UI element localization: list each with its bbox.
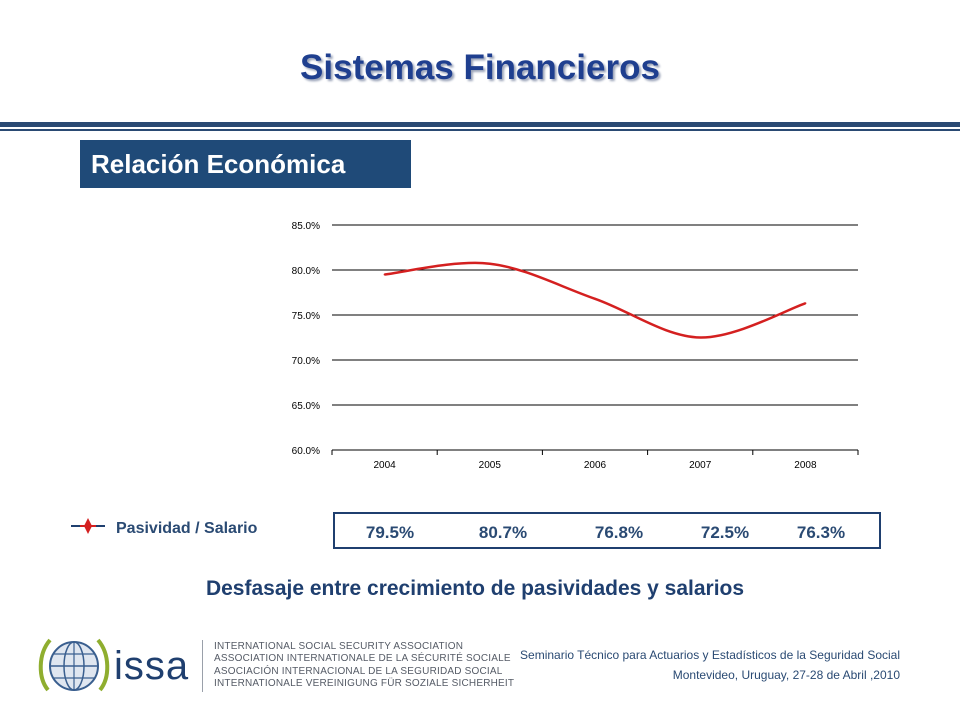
y-tick-label-5: 85.0% xyxy=(292,221,320,232)
data-point-2005 xyxy=(488,262,491,265)
data-table: 79.5% 80.7% 76.8% 72.5% 76.3% xyxy=(333,512,881,549)
line-chart: 60.0% 65.0% 70.0% 75.0% 80.0% 85.0% 2004 2005 20… xyxy=(292,221,859,471)
footer-seminar: Seminario Técnico para Actuarios y Estad… xyxy=(520,648,900,662)
issa-org-names: INTERNATIONAL SOCIAL SECURITY ASSOCIATIO… xyxy=(214,641,514,691)
org-name-es: ASOCIACIÓN INTERNACIONAL DE LA SEGURIDAD… xyxy=(214,665,503,677)
x-tick-label-2008: 2008 xyxy=(794,460,817,471)
y-tick-label-4: 80.0% xyxy=(292,266,320,277)
data-table-value-2005: 80.7% xyxy=(478,523,528,542)
legend-label: Pasividad / Salario xyxy=(116,520,258,537)
issa-globe-logo-icon xyxy=(38,638,110,692)
data-point-2006 xyxy=(594,297,596,300)
data-point-2004 xyxy=(383,273,386,276)
footer-location-date: Montevideo, Uruguay, 27-28 de Abril ,201… xyxy=(672,668,900,682)
org-name-de: INTERNATIONALE VEREINIGUNG FÜR SOZIALE S… xyxy=(214,678,515,690)
y-tick-label-3: 75.0% xyxy=(292,311,320,322)
y-tick-label-1: 65.0% xyxy=(292,401,320,412)
x-tick-label-2006: 2006 xyxy=(584,460,607,471)
data-point-2007 xyxy=(699,336,702,339)
x-tick-label-2004: 2004 xyxy=(373,460,396,471)
chart-caption: Desfasaje entre crecimiento de pasividad… xyxy=(205,577,745,600)
data-point-2008 xyxy=(804,302,807,305)
data-table-value-2004: 79.5% xyxy=(365,523,415,542)
org-name-en: INTERNATIONAL SOCIAL SECURITY ASSOCIATIO… xyxy=(214,641,464,652)
issa-wordmark: issa xyxy=(114,644,190,688)
legend-marker-icon xyxy=(71,518,105,534)
x-tick-label-2005: 2005 xyxy=(479,460,502,471)
logo-divider xyxy=(202,640,203,692)
section-subtitle: Relación Económica xyxy=(80,140,411,188)
y-tick-label-2: 70.0% xyxy=(292,356,320,367)
data-table-value-2007: 72.5% xyxy=(700,523,750,542)
y-tick-label-0: 60.0% xyxy=(292,446,320,457)
footer-text: Seminario Técnico para Actuarios y Estad… xyxy=(520,645,900,685)
header-rule-thin xyxy=(0,129,960,131)
header-rule-thick xyxy=(0,122,960,127)
series-line-0 xyxy=(384,261,806,339)
data-table-value-2008: 76.3% xyxy=(796,523,846,542)
x-tick-label-2007: 2007 xyxy=(689,460,712,471)
data-table-value-2006: 76.8% xyxy=(594,523,644,542)
org-name-fr: ASSOCIATION INTERNATIONALE DE LA SÉCURIT… xyxy=(214,653,511,665)
slide-title: Sistemas Financieros xyxy=(300,48,660,87)
